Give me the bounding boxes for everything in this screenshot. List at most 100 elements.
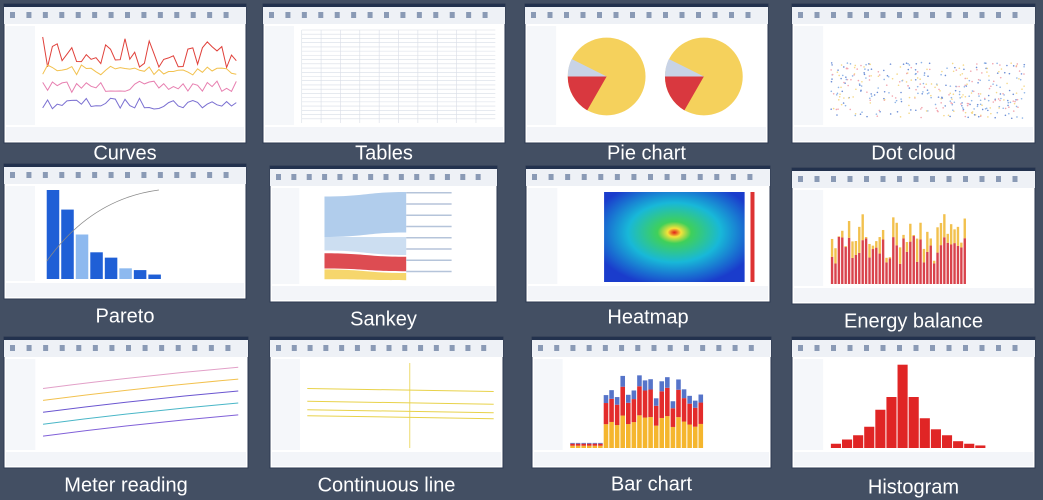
- dot: [1017, 106, 1019, 109]
- dot: [1003, 71, 1006, 74]
- toolbar-icon: [108, 172, 114, 178]
- dot: [965, 85, 968, 87]
- bar: [892, 217, 895, 238]
- window-bar: [792, 337, 1035, 340]
- toolbar-icon: [532, 174, 537, 180]
- dot: [836, 114, 838, 116]
- bar: [932, 263, 936, 284]
- dot: [1002, 92, 1004, 95]
- toolbar-icon: [1012, 176, 1018, 182]
- dot: [878, 74, 881, 76]
- tile-caption: Tables: [355, 142, 413, 164]
- bar: [864, 238, 868, 284]
- bottom-table: [265, 127, 503, 141]
- dot: [930, 94, 932, 97]
- toolbar-icon: [225, 345, 231, 351]
- dot: [1023, 73, 1025, 75]
- dot: [983, 97, 986, 100]
- dot: [994, 98, 997, 101]
- toolbar-icon: [109, 345, 115, 351]
- bar-segment: [631, 422, 637, 448]
- dot: [950, 102, 952, 104]
- dot: [914, 78, 917, 81]
- toolbar-icon: [979, 345, 985, 351]
- tile[interactable]: [791, 336, 1036, 469]
- bar: [892, 237, 895, 284]
- dot: [1012, 93, 1015, 96]
- dot: [1016, 116, 1018, 118]
- toolbar-icon: [798, 12, 803, 18]
- bar-segment: [626, 424, 631, 448]
- toolbar-icon: [175, 345, 181, 351]
- toolbar-icon: [368, 174, 374, 180]
- bar-segment: [670, 408, 676, 427]
- dot: [949, 115, 951, 118]
- bar: [847, 221, 851, 238]
- dot: [959, 74, 962, 76]
- toolbar-icon: [864, 176, 869, 182]
- dot: [886, 74, 889, 77]
- dot: [996, 62, 998, 65]
- dot: [943, 114, 945, 117]
- dot: [896, 73, 898, 75]
- dot: [844, 104, 847, 107]
- dot: [1008, 89, 1011, 92]
- dot: [952, 109, 954, 111]
- dot: [928, 92, 930, 94]
- tile[interactable]: [525, 165, 771, 303]
- dot: [977, 93, 980, 95]
- toolbar-icon: [614, 174, 620, 180]
- bar: [871, 245, 875, 250]
- dot: [907, 68, 910, 71]
- dot: [996, 111, 999, 114]
- dot: [831, 73, 834, 76]
- bar: [956, 226, 960, 246]
- toolbar-icon: [59, 12, 65, 18]
- dot: [958, 85, 960, 88]
- toolbar-icon: [444, 174, 450, 180]
- dot: [920, 61, 923, 64]
- dot: [1006, 82, 1008, 85]
- sankey-node: [406, 225, 452, 228]
- bar-segment: [642, 417, 648, 448]
- dot: [971, 90, 974, 92]
- dot: [979, 79, 982, 82]
- dot: [964, 115, 967, 118]
- tile[interactable]: [3, 3, 247, 144]
- tile[interactable]: [3, 336, 249, 469]
- dot: [923, 86, 926, 89]
- tile[interactable]: [3, 163, 247, 300]
- dot: [926, 68, 928, 71]
- bar-segment: [676, 389, 681, 418]
- dot: [981, 72, 983, 74]
- toolbar-icon: [400, 12, 406, 18]
- dot: [837, 86, 840, 89]
- tile[interactable]: [269, 165, 498, 303]
- toolbar-icon: [276, 345, 281, 351]
- toolbar-icon: [276, 174, 281, 180]
- bar-segment: [586, 443, 592, 446]
- toolbar-icon: [696, 12, 701, 18]
- dot: [845, 78, 848, 81]
- dot: [973, 114, 976, 116]
- tile[interactable]: [262, 3, 506, 144]
- dot: [1003, 94, 1005, 96]
- tile[interactable]: [524, 3, 769, 144]
- tile[interactable]: [791, 3, 1036, 144]
- bar-segment: [598, 442, 603, 444]
- dot: [853, 66, 856, 69]
- dot: [870, 75, 872, 77]
- dot: [922, 91, 924, 93]
- toolbar-icon: [946, 345, 952, 351]
- tile[interactable]: [531, 336, 772, 469]
- pareto-bar: [90, 252, 103, 279]
- side-panel: [534, 359, 563, 450]
- dot: [830, 108, 832, 110]
- toolbar-icon: [963, 12, 968, 18]
- dot: [900, 91, 902, 94]
- bar-segment: [592, 442, 598, 444]
- dot: [962, 109, 965, 112]
- window-bar: [792, 4, 1035, 7]
- tile[interactable]: [269, 336, 504, 469]
- tile[interactable]: [791, 167, 1036, 305]
